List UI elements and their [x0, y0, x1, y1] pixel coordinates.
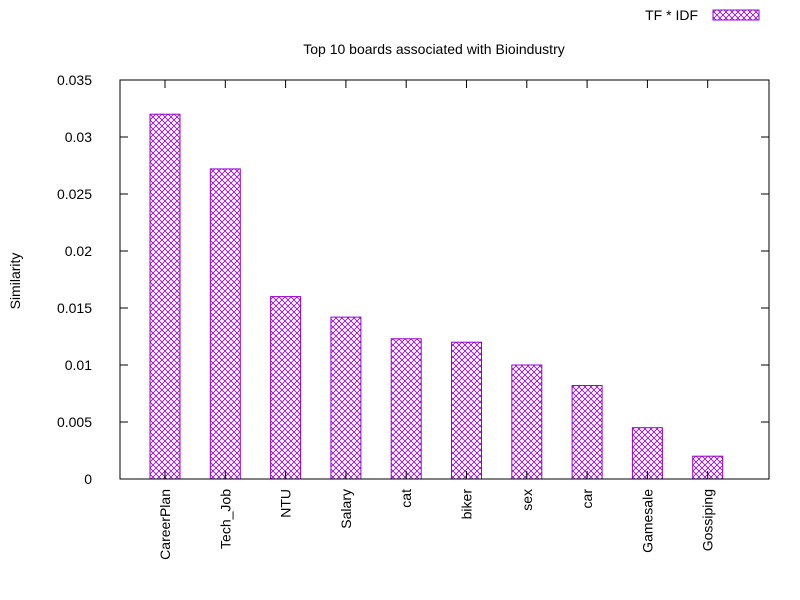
x-tick-label: Tech_Job [217, 489, 233, 549]
y-axis-label: Similarity [7, 253, 23, 310]
legend-label: TF * IDF [645, 7, 698, 23]
bars-group [149, 113, 724, 480]
bar-salary [330, 316, 362, 480]
x-tick-label: Gossiping [700, 489, 716, 551]
y-tick-label: 0.025 [57, 186, 92, 202]
x-tick-label: biker [459, 489, 475, 520]
chart-title: Top 10 boards associated with Bioindustr… [303, 41, 564, 57]
x-axis: CareerPlan Tech_Job NTU Salary cat biker sex ca… [157, 80, 716, 560]
y-tick-label: 0.035 [57, 72, 92, 88]
y-tick-label: 0 [84, 471, 92, 487]
x-tick-label: car [579, 489, 595, 509]
y-tick-label: 0.03 [65, 129, 92, 145]
x-tick-label: NTU [278, 489, 294, 518]
x-tick-label: sex [519, 489, 535, 511]
bar-sex [511, 364, 543, 480]
bar-car [571, 385, 603, 480]
plot-frame [119, 79, 770, 480]
bar-biker [451, 341, 482, 480]
bar-cat [390, 338, 422, 480]
x-tick-label: Salary [338, 489, 354, 529]
bar-careerplan [149, 113, 181, 480]
y-tick-label: 0.005 [57, 414, 92, 430]
bar-gamesale [631, 427, 663, 480]
legend: TF * IDF [645, 7, 760, 23]
x-tick-label: CareerPlan [157, 489, 173, 560]
y-tick-label: 0.01 [65, 357, 92, 373]
bar-ntu [270, 296, 302, 480]
y-axis: 0 0.005 0.01 0.015 0.02 0.025 0.03 0.035 [57, 72, 769, 487]
x-tick-label: Gamesale [639, 489, 655, 553]
bar-tech-job [209, 168, 241, 480]
x-tick-label: cat [398, 489, 414, 508]
y-tick-label: 0.02 [65, 243, 92, 259]
y-tick-label: 0.015 [57, 300, 92, 316]
legend-swatch [712, 9, 760, 21]
